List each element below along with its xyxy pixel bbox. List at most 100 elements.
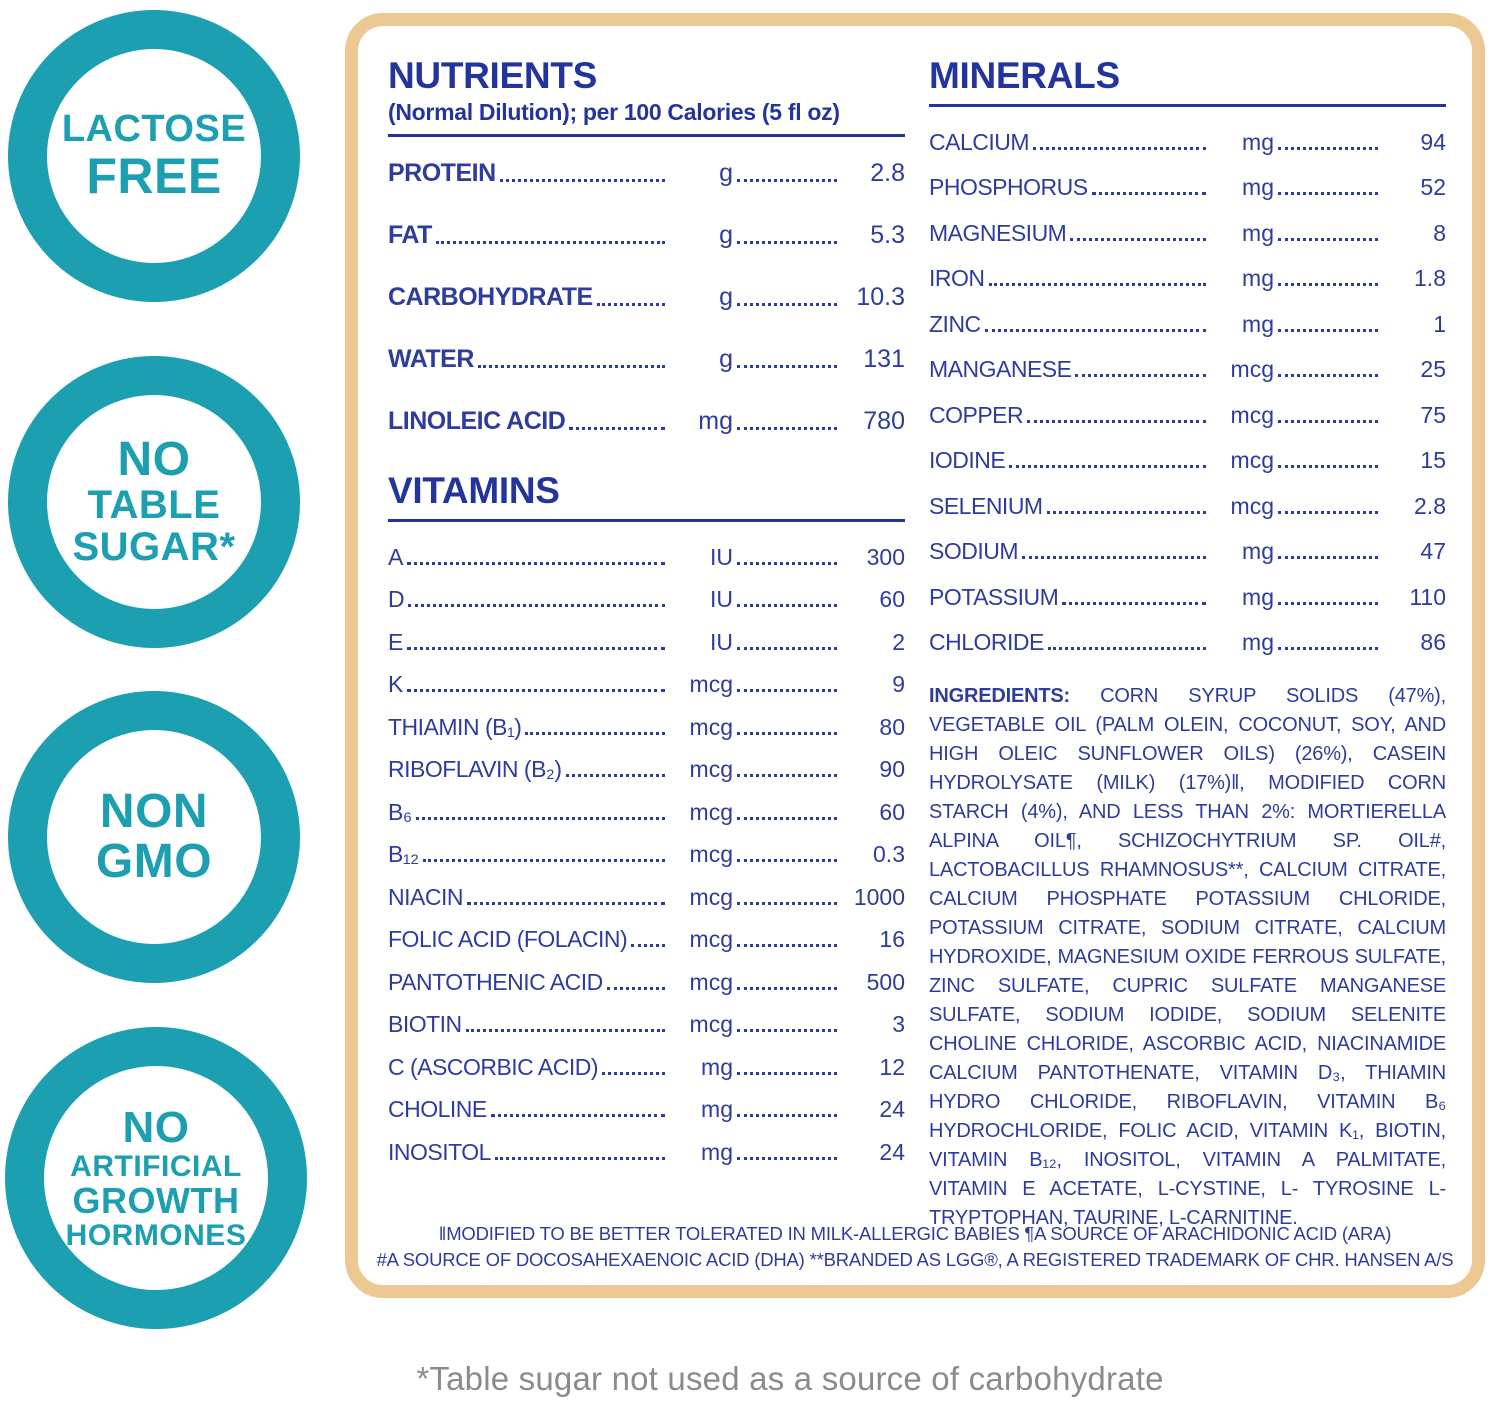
row-label: BIOTIN xyxy=(388,1011,462,1038)
table-row: MAGNESIUM mg 8 xyxy=(929,219,1446,246)
row-unit: g xyxy=(719,158,733,187)
badge-no-table-sugar: NO TABLE SUGAR* xyxy=(8,356,300,648)
table-row: C (ASCORBIC ACID) mg 12 xyxy=(388,1055,905,1079)
leader-dots xyxy=(494,1156,665,1160)
leader-dots xyxy=(737,426,837,430)
leader-dots xyxy=(737,901,837,905)
badge-no-artificial-growth-hormones-text: NO ARTIFICIAL GROWTH HORMONES xyxy=(66,1105,247,1251)
row-label: D xyxy=(388,586,405,613)
badge-line: GROWTH xyxy=(72,1180,240,1222)
row-label: IODINE xyxy=(929,447,1006,474)
badge-line: NON xyxy=(99,785,209,839)
leader-dots xyxy=(1278,556,1378,560)
row-value: 94 xyxy=(1420,128,1446,155)
table-row: PANTOTHENIC ACID mcg 500 xyxy=(388,968,905,995)
table-row: COPPER mcg 75 xyxy=(929,403,1446,427)
row-unit: mg xyxy=(1242,629,1274,656)
leader-dots xyxy=(1278,419,1378,423)
row-unit: mcg xyxy=(689,756,733,783)
row-unit: mcg xyxy=(689,841,733,868)
row-unit: mcg xyxy=(689,713,733,740)
badge-lactose-free-text: LACTOSE FREE xyxy=(62,110,246,202)
row-label: THIAMIN (B₁) xyxy=(388,713,522,740)
row-unit: IU xyxy=(710,543,733,570)
table-row: POTASSIUM mg 110 xyxy=(929,585,1446,609)
leader-dots xyxy=(737,944,837,948)
leader-dots xyxy=(1278,510,1378,514)
table-row: A IU 300 xyxy=(388,543,905,570)
leader-dots xyxy=(737,1156,837,1160)
leader-dots xyxy=(737,302,837,306)
leader-dots xyxy=(406,646,665,650)
row-unit: mcg xyxy=(689,798,733,825)
leader-dots xyxy=(596,302,665,306)
leader-dots xyxy=(1009,465,1206,469)
leader-dots xyxy=(408,604,665,608)
row-label: NIACIN xyxy=(388,883,463,910)
row-label: PANTOTHENIC ACID xyxy=(388,968,603,995)
leader-dots xyxy=(737,604,837,608)
row-label: K xyxy=(388,671,403,698)
leader-dots xyxy=(737,774,837,778)
nutrients-title: NUTRIENTS xyxy=(388,55,598,96)
minerals-table: CALCIUM mg 94 PHOSPHORUS mg 52 MAGNESIUM mg 8 … xyxy=(929,128,1446,655)
row-unit: mcg xyxy=(1230,492,1274,519)
ingredients-label: INGREDIENTS: xyxy=(929,685,1070,708)
row-unit: mcg xyxy=(689,1011,733,1038)
row-value: 500 xyxy=(866,968,905,995)
leader-dots xyxy=(1278,328,1378,332)
row-value: 3 xyxy=(892,1011,905,1038)
row-label: MANGANESE xyxy=(929,356,1072,383)
badge-line: NO xyxy=(117,433,191,487)
leader-dots xyxy=(737,646,837,650)
table-sugar-caption: *Table sugar not used as a source of car… xyxy=(416,1360,1164,1397)
ingredients-text: CORN SYRUP SOLIDS (47%), VEGETABLE OIL (… xyxy=(929,685,1446,1230)
leader-dots xyxy=(602,1071,665,1075)
nutrients-subtitle: (Normal Dilution); per 100 Calories (5 f… xyxy=(388,98,840,125)
leader-dots xyxy=(737,1114,837,1118)
leader-dots xyxy=(1046,510,1206,514)
leader-dots xyxy=(984,328,1206,332)
row-unit: mcg xyxy=(689,883,733,910)
row-unit: mg xyxy=(698,406,733,435)
table-row: SELENIUM mcg 2.8 xyxy=(929,492,1446,519)
row-value: 9 xyxy=(892,671,905,698)
leader-dots xyxy=(737,731,837,735)
table-row: PROTEIN g 2.8 xyxy=(388,158,905,187)
leader-dots xyxy=(1027,419,1206,423)
table-row: B₆ mcg 60 xyxy=(388,798,905,825)
badge-no-artificial-growth-hormones: NO ARTIFICIAL GROWTH HORMONES xyxy=(5,1027,307,1329)
minerals-title: MINERALS xyxy=(929,55,1120,96)
row-value: 24 xyxy=(879,1138,905,1165)
leader-dots xyxy=(606,986,665,990)
leader-dots xyxy=(631,944,665,948)
leader-dots xyxy=(1278,237,1378,241)
table-row: INOSITOL mg 24 xyxy=(388,1138,905,1165)
table-row: THIAMIN (B₁) mcg 80 xyxy=(388,713,905,740)
table-row: CHLORIDE mg 86 xyxy=(929,631,1446,654)
table-row: NIACIN mcg 1000 xyxy=(388,883,905,910)
leader-dots xyxy=(737,859,837,863)
leader-dots xyxy=(737,364,837,368)
leader-dots xyxy=(1278,192,1378,196)
row-unit: IU xyxy=(710,586,733,613)
nutrition-panel: NUTRIENTS (Normal Dilution); per 100 Cal… xyxy=(345,13,1485,1298)
nutrients-table: PROTEIN g 2.8 FAT g 5.3 CARBOHYDRATE g 10.3 WA… xyxy=(388,158,905,435)
leader-dots xyxy=(1047,647,1206,651)
badge-line: GMO xyxy=(95,835,213,888)
row-unit: mg xyxy=(1242,174,1274,201)
row-unit: mcg xyxy=(1230,447,1274,474)
row-label: MAGNESIUM xyxy=(929,219,1067,246)
row-label: A xyxy=(388,543,403,570)
nutrients-rule xyxy=(388,133,905,137)
leader-dots xyxy=(1062,601,1206,605)
leader-dots xyxy=(422,859,665,863)
leader-dots xyxy=(737,240,837,244)
row-value: 2.8 xyxy=(1414,492,1446,519)
leader-dots xyxy=(737,986,837,990)
leader-dots xyxy=(1278,601,1378,605)
row-value: 131 xyxy=(863,344,905,373)
leader-dots xyxy=(1033,146,1206,150)
leader-dots xyxy=(737,561,837,565)
leader-dots xyxy=(1070,237,1206,241)
